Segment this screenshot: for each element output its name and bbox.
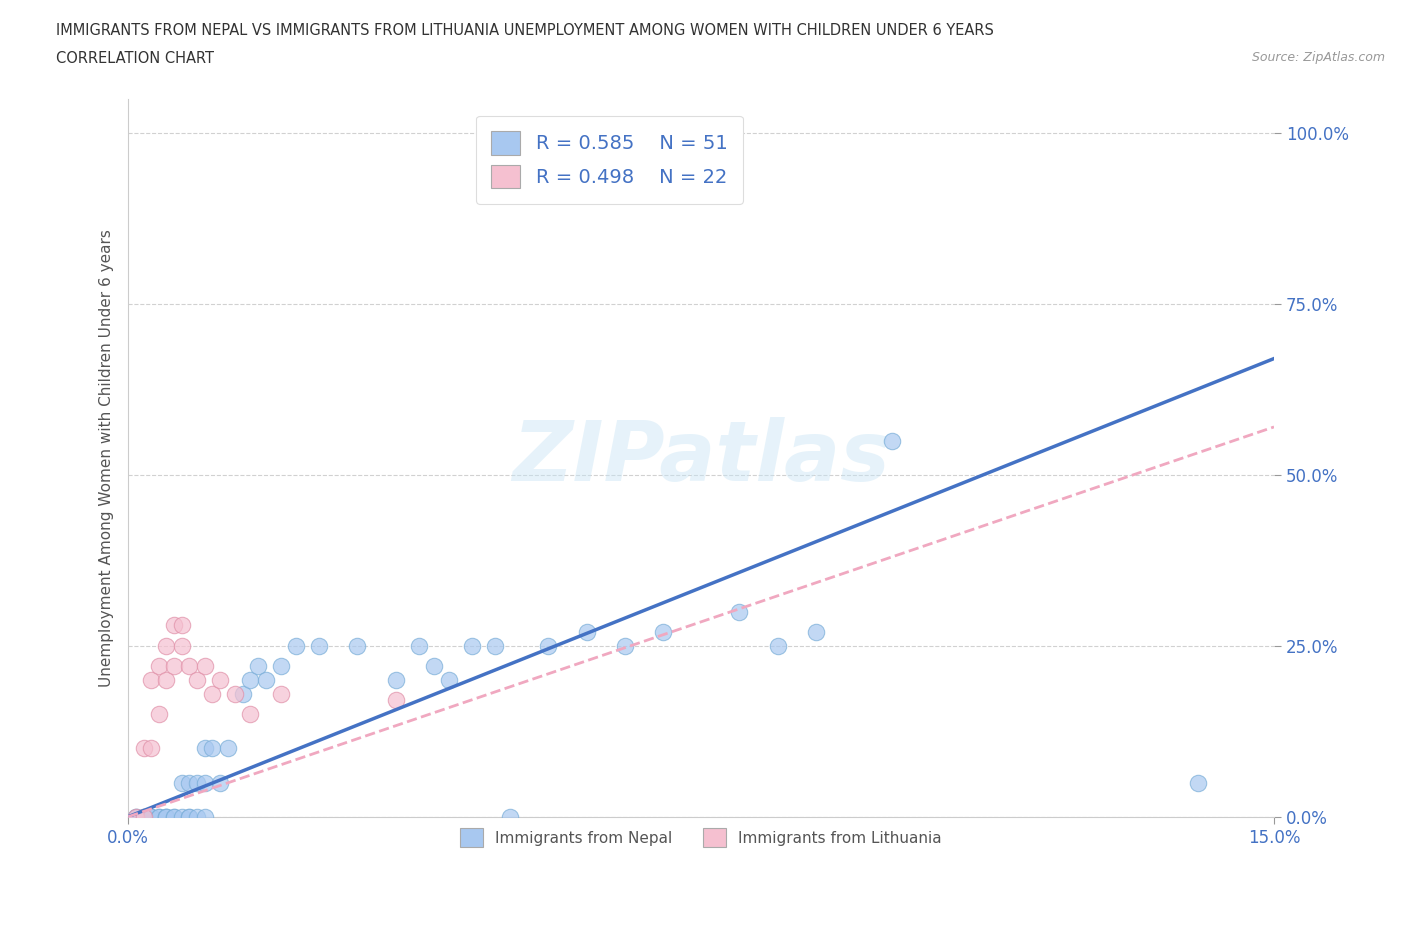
Point <box>285 638 308 653</box>
Point <box>186 672 208 687</box>
Point <box>880 433 903 448</box>
Point <box>208 672 231 687</box>
Point <box>179 775 201 790</box>
Point <box>132 809 155 824</box>
Point <box>217 741 239 756</box>
Point <box>163 809 186 824</box>
Point <box>194 809 217 824</box>
Point <box>239 707 262 722</box>
Legend: Immigrants from Nepal, Immigrants from Lithuania: Immigrants from Nepal, Immigrants from L… <box>449 817 955 859</box>
Point <box>148 809 170 824</box>
Point <box>232 686 254 701</box>
Point <box>270 658 292 673</box>
Point <box>170 638 193 653</box>
Text: IMMIGRANTS FROM NEPAL VS IMMIGRANTS FROM LITHUANIA UNEMPLOYMENT AMONG WOMEN WITH: IMMIGRANTS FROM NEPAL VS IMMIGRANTS FROM… <box>56 23 994 38</box>
Point <box>652 625 675 640</box>
Point <box>179 809 201 824</box>
Point <box>254 672 277 687</box>
Point <box>155 809 177 824</box>
Point <box>148 707 170 722</box>
Point <box>208 775 231 790</box>
Point <box>141 672 163 687</box>
Point <box>484 638 506 653</box>
Point <box>804 625 827 640</box>
Point <box>125 809 148 824</box>
Point <box>461 638 484 653</box>
Point <box>537 638 560 653</box>
Point <box>346 638 368 653</box>
Point <box>384 693 406 708</box>
Point <box>224 686 246 701</box>
Point <box>132 809 155 824</box>
Point <box>179 809 201 824</box>
Point <box>499 809 522 824</box>
Point <box>194 775 217 790</box>
Point <box>155 638 177 653</box>
Point <box>170 775 193 790</box>
Point <box>141 809 163 824</box>
Point <box>308 638 330 653</box>
Point <box>575 625 598 640</box>
Point <box>201 686 224 701</box>
Point <box>766 638 789 653</box>
Point <box>437 672 460 687</box>
Point <box>423 658 446 673</box>
Point <box>125 809 148 824</box>
Point <box>239 672 262 687</box>
Point <box>163 618 186 632</box>
Point <box>148 809 170 824</box>
Point <box>1187 775 1209 790</box>
Point <box>141 809 163 824</box>
Point <box>179 658 201 673</box>
Point <box>201 741 224 756</box>
Point <box>163 658 186 673</box>
Y-axis label: Unemployment Among Women with Children Under 6 years: Unemployment Among Women with Children U… <box>100 229 114 686</box>
Text: CORRELATION CHART: CORRELATION CHART <box>56 51 214 66</box>
Point <box>728 604 751 619</box>
Point <box>194 658 217 673</box>
Point <box>125 809 148 824</box>
Point <box>155 672 177 687</box>
Point <box>186 809 208 824</box>
Point <box>408 638 430 653</box>
Point <box>148 658 170 673</box>
Text: ZIPatlas: ZIPatlas <box>512 418 890 498</box>
Point <box>270 686 292 701</box>
Point <box>132 741 155 756</box>
Point <box>155 809 177 824</box>
Point <box>613 638 636 653</box>
Point <box>170 809 193 824</box>
Point <box>141 809 163 824</box>
Point <box>155 809 177 824</box>
Point <box>384 672 406 687</box>
Point <box>170 618 193 632</box>
Point <box>163 809 186 824</box>
Point <box>247 658 270 673</box>
Point <box>186 775 208 790</box>
Text: Source: ZipAtlas.com: Source: ZipAtlas.com <box>1251 51 1385 64</box>
Point <box>194 741 217 756</box>
Point <box>141 741 163 756</box>
Point <box>132 809 155 824</box>
Point <box>690 126 713 140</box>
